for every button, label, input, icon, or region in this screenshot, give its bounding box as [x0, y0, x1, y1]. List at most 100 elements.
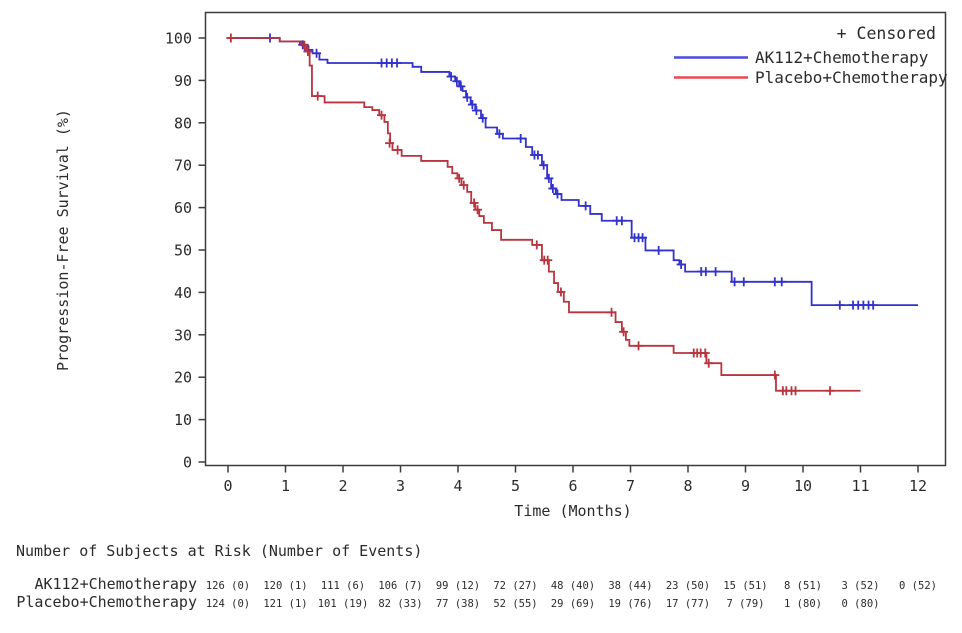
censor-mark: [791, 386, 801, 396]
censor-mark: [730, 277, 740, 287]
censor-mark: [469, 198, 479, 208]
censor-mark: [299, 40, 309, 50]
censor-mark: [313, 91, 323, 101]
risk-value: 99 (12): [436, 580, 480, 592]
censor-mark: [454, 173, 464, 183]
risk-table-title: Number of Subjects at Risk (Number of Ev…: [16, 542, 422, 560]
censor-mark: [467, 100, 477, 110]
censor-mark: [544, 173, 554, 183]
survival-curve-placebo: [228, 37, 861, 392]
risk-value: 52 (55): [493, 598, 537, 610]
y-tick-label: 60: [174, 199, 192, 217]
x-tick-label: 5: [511, 477, 520, 495]
risk-row-label-placebo: Placebo+Chemotherapy: [16, 593, 197, 611]
censor-mark: [473, 205, 483, 215]
legend-label-ak112: AK112+Chemotherapy: [755, 48, 929, 67]
censor-mark: [638, 233, 648, 243]
plot-frame: [204, 11, 947, 467]
censor-mark: [543, 255, 553, 265]
x-tick-label: 0: [223, 477, 232, 495]
censor-mark: [446, 72, 456, 82]
risk-value: 8 (51): [784, 580, 822, 592]
censor-mark: [770, 370, 780, 380]
censor-mark: [676, 259, 686, 269]
y-tick-label: 80: [174, 114, 192, 132]
censor-mark: [868, 300, 878, 310]
y-axis-title: Progression-Free Survival (%): [54, 109, 72, 371]
risk-value: 17 (77): [666, 598, 710, 610]
censor-mark: [303, 47, 313, 57]
risk-value: 111 (6): [321, 580, 365, 592]
censor-mark: [532, 240, 542, 250]
y-tick-label: 10: [174, 411, 192, 429]
x-tick-label: 12: [909, 477, 927, 495]
risk-value: 38 (44): [608, 580, 652, 592]
risk-value: 0 (80): [842, 598, 880, 610]
x-axis-title: Time (Months): [514, 502, 631, 520]
censor-mark: [607, 307, 617, 317]
censor-mark: [617, 216, 627, 226]
risk-value: 29 (69): [551, 598, 595, 610]
censored-legend-label: + Censored: [837, 24, 936, 43]
risk-value: 124 (0): [206, 598, 250, 610]
censor-mark: [711, 267, 721, 277]
risk-value: 106 (7): [378, 580, 422, 592]
censor-mark: [377, 110, 387, 120]
x-tick-label: 11: [851, 477, 869, 495]
censor-mark: [701, 267, 711, 277]
risk-value: 77 (38): [436, 598, 480, 610]
y-tick-label: 40: [174, 284, 192, 302]
censor-mark: [619, 327, 629, 337]
censor-mark: [556, 287, 566, 297]
censor-mark: [478, 113, 488, 123]
x-tick-label: 9: [741, 477, 750, 495]
risk-value: 1 (80): [784, 598, 822, 610]
legend: + Censored AK112+Chemotherapy Placebo+Ch…: [674, 24, 948, 87]
censor-mark: [385, 138, 395, 148]
y-tick-label: 0: [183, 454, 192, 472]
x-tick-label: 4: [453, 477, 462, 495]
y-tick-label: 70: [174, 157, 192, 175]
censor-mark: [456, 81, 466, 91]
censor-mark: [739, 277, 749, 287]
y-tick-label: 100: [165, 30, 192, 48]
risk-value: 82 (33): [378, 598, 422, 610]
risk-value: 19 (76): [608, 598, 652, 610]
x-tick-label: 7: [626, 477, 635, 495]
risk-value: 72 (27): [493, 580, 537, 592]
risk-value: 7 (79): [727, 598, 765, 610]
censor-mark: [462, 92, 472, 102]
censor-mark: [552, 189, 562, 199]
censor-mark: [835, 300, 845, 310]
risk-value: 121 (1): [263, 598, 307, 610]
y-tick-label: 90: [174, 72, 192, 90]
x-tick-label: 2: [338, 477, 347, 495]
censor-mark: [226, 33, 236, 43]
risk-value: 101 (19): [318, 598, 369, 610]
risk-value: 0 (52): [899, 580, 937, 592]
risk-table: Number of Subjects at Risk (Number of Ev…: [16, 542, 937, 611]
legend-label-placebo: Placebo+Chemotherapy: [755, 68, 948, 87]
x-tick-label: 8: [683, 477, 692, 495]
x-tick-label: 1: [281, 477, 290, 495]
censor-mark: [459, 180, 469, 190]
censor-mark: [700, 348, 710, 358]
risk-value: 48 (40): [551, 580, 595, 592]
risk-row-label-ak112: AK112+Chemotherapy: [34, 575, 197, 593]
censor-mark: [548, 184, 558, 194]
censor-mark: [777, 277, 787, 287]
censor-mark: [825, 386, 835, 396]
x-tick-label: 10: [794, 477, 812, 495]
censor-mark: [533, 150, 543, 160]
y-tick-label: 50: [174, 242, 192, 260]
censor-mark: [471, 106, 481, 116]
censor-mark: [539, 160, 549, 170]
censor-mark: [392, 58, 402, 68]
risk-value: 126 (0): [206, 580, 250, 592]
survival-curves: [226, 33, 918, 396]
y-tick-label: 20: [174, 369, 192, 387]
censor-mark: [704, 358, 714, 368]
